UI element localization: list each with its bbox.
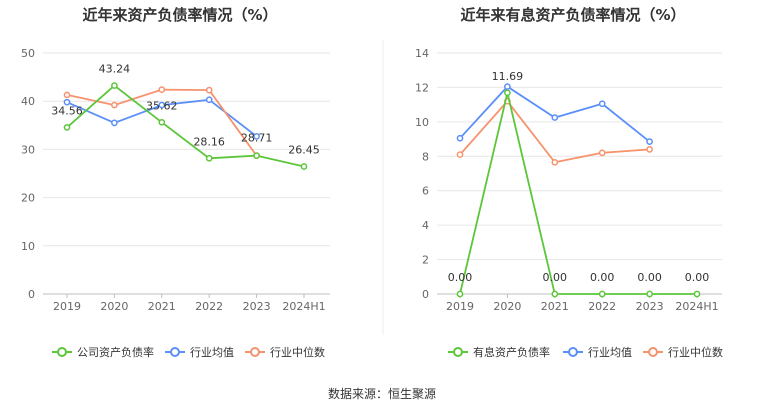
data-point-industry_median (111, 101, 118, 109)
data-point-industry_median (551, 158, 559, 166)
data-point-company (646, 290, 653, 298)
data-point-industry_avg (598, 100, 606, 108)
x-tick-label: 2024H1 (282, 300, 325, 313)
data-point-company (300, 163, 308, 170)
y-tick-label: 20 (21, 192, 35, 205)
data-point-industry_avg (205, 96, 213, 104)
data-point-industry_avg (253, 133, 260, 140)
y-tick-label: 0 (28, 288, 35, 301)
y-tick-label: 4 (422, 219, 429, 232)
data-label: 0.00 (590, 271, 615, 284)
y-tick-label: 6 (422, 185, 429, 198)
legend-label: 有息资产负债率 (473, 345, 550, 359)
data-point-industry_median (205, 86, 213, 94)
data-point-industry_median (646, 146, 653, 153)
x-tick-label: 2022 (588, 300, 616, 313)
legend-label: 行业均值 (588, 346, 632, 359)
series-line-company (459, 92, 697, 295)
data-point-company (253, 152, 260, 159)
y-tick-label: 12 (415, 81, 429, 94)
data-label: 43.24 (99, 63, 131, 76)
data-point-company (693, 290, 701, 298)
data-point-industry_avg (63, 98, 71, 106)
y-tick-label: 14 (415, 47, 429, 60)
legend-swatch-marker (568, 347, 578, 357)
x-tick-label: 2020 (493, 300, 521, 313)
y-tick-label: 10 (415, 116, 429, 129)
data-point-company (504, 89, 511, 97)
series-line-industry_median (459, 99, 650, 164)
x-tick-label: 2021 (541, 300, 569, 313)
data-label: 35.62 (146, 99, 178, 112)
data-point-industry_avg (646, 138, 653, 146)
data-label: 28.16 (193, 135, 225, 148)
y-tick-label: 40 (21, 95, 35, 108)
chart-title: 近年来有息资产负债率情况（%） (460, 6, 685, 24)
legend-swatch-marker (170, 347, 180, 357)
data-label: 26.45 (288, 144, 320, 157)
data-label: 0.00 (685, 271, 710, 284)
data-point-industry_median (598, 149, 606, 157)
x-tick-label: 2023 (636, 300, 664, 313)
legend-swatch-marker (250, 347, 260, 357)
data-point-company (158, 118, 166, 126)
legend-label: 行业中位数 (270, 345, 325, 359)
data-point-industry_median (158, 86, 166, 93)
data-point-company (63, 124, 71, 131)
series-line-industry_avg (459, 85, 651, 143)
y-tick-label: 50 (21, 47, 35, 60)
legend-swatch-marker (57, 347, 67, 357)
x-tick-label: 2019 (53, 300, 81, 313)
x-tick-label: 2021 (148, 300, 176, 313)
y-tick-label: 0 (422, 288, 429, 301)
y-tick-label: 30 (21, 143, 35, 156)
x-tick-label: 2023 (243, 300, 271, 313)
x-tick-label: 2019 (446, 300, 474, 313)
data-label: 28.71 (241, 132, 273, 145)
data-point-industry_avg (456, 134, 464, 142)
chart-title: 近年来资产负债率情况（%） (82, 6, 277, 24)
legend-swatch-marker (648, 347, 658, 357)
data-point-industry_median (456, 151, 464, 158)
chart-1: 近年来资产负债率情况（%） 0 10 20 30 40 50 2019 2020 2021 2022… (21, 6, 330, 359)
y-tick-label: 10 (21, 240, 35, 253)
data-label: 0.00 (543, 271, 568, 284)
data-point-company (456, 290, 464, 298)
data-point-company (205, 154, 213, 162)
data-label: 0.00 (637, 271, 662, 284)
data-point-industry_avg (158, 101, 166, 109)
data-point-industry_avg (504, 83, 511, 90)
y-tick-label: 2 (422, 254, 429, 267)
data-point-company (551, 290, 559, 298)
legend-swatch-marker (453, 347, 463, 357)
data-label: 0.00 (448, 271, 473, 284)
legend-label: 公司资产负债率 (77, 345, 154, 359)
x-tick-label: 2020 (100, 300, 128, 313)
data-point-industry_avg (111, 119, 118, 127)
data-point-industry_avg (551, 114, 559, 121)
series-line-company (66, 84, 305, 168)
source-text: 数据来源：恒生聚源 (328, 386, 436, 401)
data-point-industry_median (63, 91, 71, 99)
data-label: 34.56 (51, 104, 83, 117)
legend-label: 行业中位数 (668, 345, 723, 359)
data-point-company (111, 82, 118, 89)
y-tick-label: 8 (422, 150, 429, 163)
x-tick-label: 2024H1 (675, 300, 718, 313)
legend-label: 行业均值 (190, 346, 234, 359)
chart-2: 近年来有息资产负债率情况（%） 0 2 4 6 8 10 12 14 2019 2020 2021 20… (415, 6, 723, 359)
data-point-company (598, 290, 606, 298)
x-tick-label: 2022 (195, 300, 223, 313)
data-label: 11.69 (492, 70, 524, 83)
